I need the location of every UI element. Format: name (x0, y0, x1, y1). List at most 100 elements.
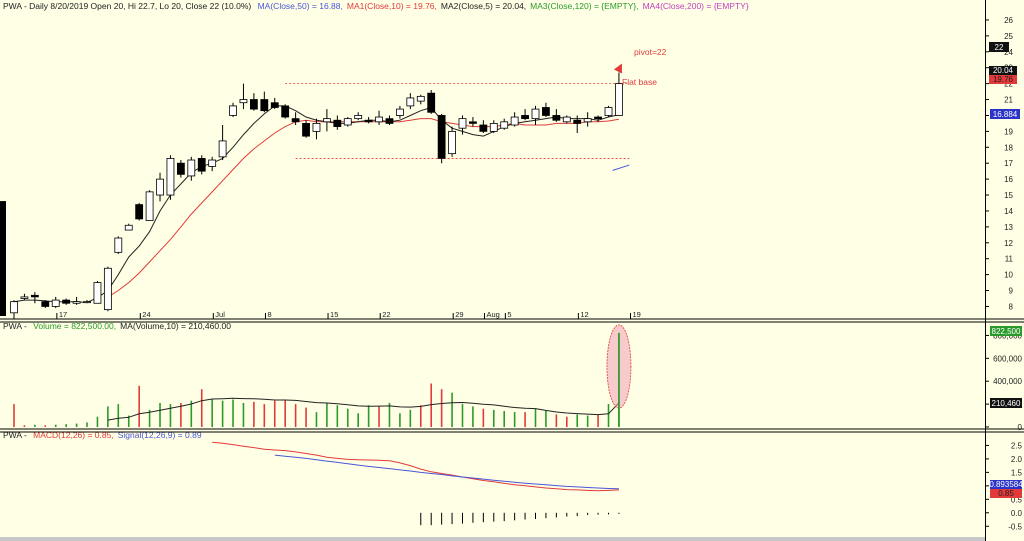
candle (333, 115, 342, 130)
candle-body (270, 102, 279, 108)
candle-body (510, 116, 519, 126)
candle-body (615, 83, 623, 116)
candle-body (500, 121, 509, 129)
candle-body (479, 124, 488, 132)
candle-body (333, 119, 342, 127)
date-tick-label: 24 (142, 310, 150, 319)
volume-tick-label: 0 (1018, 423, 1023, 432)
price-tick-label: 9 (1009, 287, 1014, 296)
candle-body (573, 119, 582, 124)
price-tick-label: 11 (1005, 255, 1014, 264)
candle-body (604, 107, 613, 116)
price-tick-label: 26 (1004, 16, 1013, 25)
candle (437, 113, 446, 164)
candle (72, 296, 81, 305)
candle-body (30, 294, 39, 298)
ma10-line (107, 118, 619, 298)
candle (573, 115, 582, 133)
candle-body (469, 121, 477, 124)
candle-body (322, 118, 331, 123)
candle (249, 93, 258, 111)
price-tick-label: 15 (1004, 191, 1013, 200)
candle (124, 223, 133, 231)
date-tick-label: Aug (486, 310, 499, 319)
candle (103, 266, 112, 312)
candle-body (427, 92, 436, 113)
candle-body (229, 105, 237, 116)
candle (469, 117, 477, 127)
price-tick-label: 16 (1004, 175, 1013, 184)
date-tick-label: 17 (59, 310, 67, 319)
candle (176, 160, 185, 178)
candle-body (542, 107, 550, 116)
price-tick-label: 22 (1004, 80, 1013, 89)
volume-header: PWA - Volume = 822,500.00, MA(Volume,10) … (3, 321, 231, 331)
candle-body (281, 105, 290, 118)
candle-body (124, 224, 133, 231)
candle (197, 155, 206, 175)
macd-tick-label: 2.5 (1011, 441, 1023, 450)
candle (83, 300, 91, 304)
price-tick-label: 13 (1004, 223, 1013, 232)
prior-history-bar (0, 201, 6, 316)
candle-body (531, 108, 540, 120)
candle (500, 118, 509, 130)
candle (448, 126, 456, 157)
svg-text:19.76: 19.76 (993, 75, 1014, 84)
candle-body (197, 158, 206, 172)
candle-body (437, 115, 446, 159)
macd-header: PWA - MACD(12,26) = 0.85, Signal(12,26,9)… (3, 430, 202, 440)
candle-body (562, 116, 571, 123)
volume-ma-line (107, 397, 620, 421)
candle (531, 105, 540, 126)
candle (302, 120, 310, 138)
candle (479, 120, 488, 133)
candle-body (41, 301, 50, 307)
macd-tick-label: 0.5 (1011, 495, 1023, 504)
candle (406, 93, 415, 110)
candle-body (406, 97, 415, 107)
candle-body (103, 267, 112, 311)
pivot-flag (613, 63, 622, 74)
candle-body (343, 118, 352, 126)
date-tick-label: 12 (580, 310, 588, 319)
candle (552, 109, 561, 122)
flat-base-label: Flat base (622, 77, 657, 87)
candle-body (291, 118, 300, 123)
date-tick-label: 15 (330, 310, 338, 319)
date-tick-label: Jul (215, 310, 225, 319)
candle (542, 102, 550, 118)
candle (375, 110, 383, 126)
candle-body (396, 108, 404, 116)
candle-body (448, 130, 456, 155)
candle-body (260, 99, 269, 112)
candle (312, 118, 321, 140)
candle (458, 115, 467, 135)
volume-ma-tag: 210,460 (990, 398, 1022, 408)
candle-body (364, 119, 373, 123)
bottom-scrollbar[interactable] (0, 537, 985, 541)
price-header: PWA - Daily 8/20/2019 Open 20, Hi 22.7, … (3, 1, 749, 11)
signal-line (274, 454, 619, 490)
candle-body (521, 115, 529, 120)
date-tick-label: 8 (267, 310, 271, 319)
macd-tick-label: 1.5 (1011, 468, 1023, 477)
candle (604, 105, 613, 118)
candle-body (166, 158, 175, 196)
candle-body (62, 299, 71, 304)
candle-body (208, 159, 217, 167)
candle-body (156, 178, 164, 196)
candle (354, 112, 363, 121)
date-tick-label: 5 (507, 310, 511, 319)
date-tick-label: 19 (633, 310, 641, 319)
pivot-label: pivot=22 (634, 47, 667, 57)
candle (385, 115, 394, 126)
candle (562, 115, 571, 124)
candle-body (93, 282, 102, 304)
macd-tick-label: 0.0 (1011, 509, 1023, 518)
candle (114, 236, 123, 254)
candle (41, 300, 50, 309)
